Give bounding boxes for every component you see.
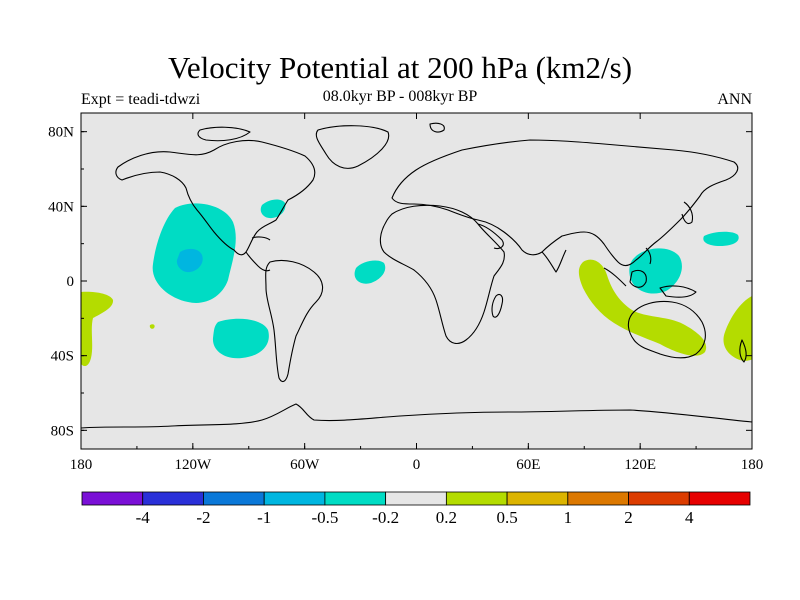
anomaly-green-indian-ocean <box>578 259 707 356</box>
lat-tick-label: 0 <box>67 274 75 290</box>
shaded-regions <box>81 199 752 366</box>
colorbar-label: -0.2 <box>372 508 399 527</box>
colorbar-label: -0.5 <box>311 508 338 527</box>
lat-tick-label: 40N <box>48 199 74 215</box>
lon-tick-label: 60E <box>516 457 540 473</box>
longitude-axis: 180 120W 60W 0 60E 120E 180 <box>70 113 764 473</box>
colorbar-swatch <box>142 491 204 506</box>
coast-caribbean <box>251 236 271 241</box>
colorbar-label: -1 <box>257 508 271 527</box>
anomaly-cyan-west-pacific <box>629 248 682 294</box>
anomaly-green-dateline-east <box>723 296 752 361</box>
map-title: Velocity Potential at 200 hPa (km2/s) <box>167 50 633 85</box>
colorbar-swatch <box>628 491 690 506</box>
colorbar-swatch <box>263 491 326 506</box>
lon-tick-label: 180 <box>70 457 93 473</box>
season-label: ANN <box>717 91 752 108</box>
anomaly-green-dateline-west <box>81 291 114 366</box>
colorbar-label: 2 <box>624 508 633 527</box>
coast-greenland <box>315 125 390 169</box>
anomaly-cyan-southeast-pacific <box>212 318 269 359</box>
lon-tick-label: 0 <box>413 457 421 473</box>
coast-new-guinea <box>659 285 697 298</box>
coast-eurasia <box>391 139 739 267</box>
coast-borneo <box>629 269 647 288</box>
coast-arctic-islands <box>197 126 251 142</box>
anomaly-cyan-north-pacific <box>703 231 739 246</box>
lat-tick-label: 80N <box>48 125 74 141</box>
colorbar-swatch <box>203 491 265 506</box>
colorbar-swatch <box>688 491 751 506</box>
experiment-label: Expt = teadi-tdwzi <box>81 91 201 108</box>
lon-tick-label: 180 <box>741 457 764 473</box>
period-label: 08.0kyr BP - 008kyr BP <box>322 88 478 105</box>
colorbar-swatch <box>567 491 629 506</box>
latitude-axis: 80N 40N 0 40S 80S <box>48 125 752 439</box>
anomaly-blue-east-pacific <box>176 248 203 273</box>
colorbar-label: 4 <box>685 508 694 527</box>
coastlines <box>81 122 752 429</box>
colorbar-swatch <box>81 491 144 506</box>
coast-japan <box>681 201 694 225</box>
coast-antarctica <box>81 403 752 429</box>
colorbar-swatch <box>506 491 569 506</box>
coast-sumatra <box>603 267 627 287</box>
coast-south-america <box>265 259 324 383</box>
colorbar-swatch <box>385 491 447 506</box>
anomaly-cyan-north-atlantic <box>260 199 286 219</box>
colorbar-swatch <box>445 491 508 506</box>
colorbar: -4 -2 -1 -0.5 -0.2 0.2 0.5 1 2 4 <box>81 491 751 527</box>
anomaly-green-small-patch <box>149 324 155 329</box>
lat-tick-label: 40S <box>51 349 74 365</box>
lat-tick-label: 80S <box>51 423 74 439</box>
lon-tick-label: 60W <box>290 457 320 473</box>
colorbar-label: 1 <box>564 508 573 527</box>
lon-tick-label: 120W <box>174 457 212 473</box>
coast-madagascar <box>491 293 504 318</box>
colorbar-swatch <box>324 491 387 506</box>
lon-tick-label: 120E <box>624 457 656 473</box>
colorbar-label: -4 <box>136 508 151 527</box>
anomaly-cyan-tropical-atlantic <box>354 260 386 284</box>
coast-north-america <box>115 139 316 256</box>
coast-central-america <box>245 251 271 272</box>
coast-philippines <box>645 247 652 265</box>
coast-india <box>541 249 567 273</box>
coast-new-zealand <box>739 339 747 363</box>
colorbar-label: 0.2 <box>436 508 457 527</box>
coast-australia <box>627 300 706 359</box>
colorbar-label: -2 <box>196 508 210 527</box>
coast-arabia <box>477 223 504 250</box>
coast-svalbard <box>429 122 445 133</box>
colorbar-label: 0.5 <box>496 508 517 527</box>
